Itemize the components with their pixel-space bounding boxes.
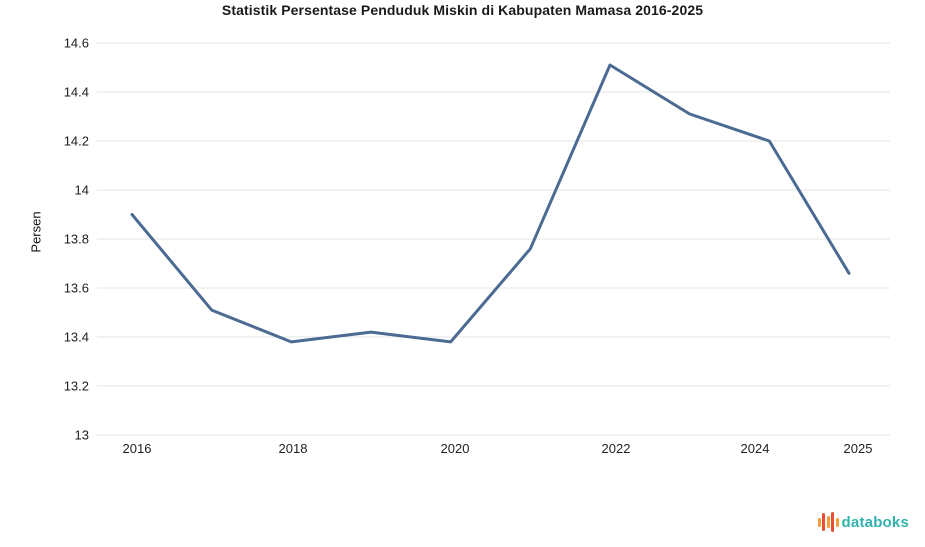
x-axis-tick-label: 2020 <box>440 441 470 456</box>
x-axis-tick-label: 2016 <box>122 441 152 456</box>
gridlines <box>97 42 890 436</box>
databoks-pulse-bars-icon <box>817 510 839 534</box>
y-axis-tick-label: 13 <box>74 427 89 443</box>
y-axis-tick-label: 13.8 <box>63 231 89 247</box>
y-axis-tick-label: 13.6 <box>63 280 89 296</box>
x-axis-tick-label: 2024 <box>740 441 770 456</box>
x-axis-tick-label: 2018 <box>278 441 308 456</box>
data-series-line <box>130 63 851 344</box>
pulse-bar <box>822 513 826 531</box>
databoks-brand-name: databoks <box>841 513 909 531</box>
x-axis-tick-label: 2022 <box>601 441 631 456</box>
pulse-bar <box>831 512 835 532</box>
pulse-bar <box>835 517 839 527</box>
y-axis-tick-label: 14.4 <box>63 84 89 100</box>
pulse-bar <box>817 517 821 527</box>
x-axis-tick-label: 2025 <box>843 441 873 456</box>
y-axis-tick-label: 14.6 <box>63 35 89 51</box>
y-axis-tick-label: 14 <box>74 182 89 198</box>
pulse-bar <box>826 516 830 528</box>
databoks-watermark: databoks <box>817 510 909 534</box>
y-axis-tick-label: 13.4 <box>63 329 89 345</box>
chart-title: Statistik Persentase Penduduk Miskin di … <box>221 2 704 18</box>
y-axis-tick-label: 13.2 <box>63 378 89 394</box>
y-axis-tick-label: 14.2 <box>63 133 89 149</box>
